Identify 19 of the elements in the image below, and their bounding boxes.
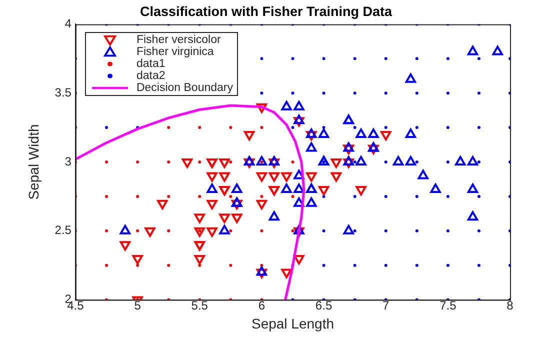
x-tick-label: 8 bbox=[506, 298, 514, 312]
chart-title: Classification with Fisher Training Data bbox=[140, 4, 393, 19]
legend-label: Decision Boundary bbox=[136, 82, 233, 94]
x-tick-label: 7.5 bbox=[440, 298, 457, 312]
y-axis-title: Sepal Width bbox=[25, 124, 42, 200]
x-tick-label: 5 bbox=[134, 298, 142, 312]
x-axis-title: Sepal Length bbox=[251, 315, 334, 332]
legend-label: data2 bbox=[136, 70, 166, 82]
y-tick-label: 4 bbox=[64, 16, 72, 31]
x-tick-label: 6 bbox=[258, 298, 266, 312]
y-tick-label: 3 bbox=[64, 154, 72, 168]
y-tick-label: 3.5 bbox=[54, 85, 72, 100]
x-tick-label: 5.5 bbox=[191, 298, 208, 312]
legend-label: data1 bbox=[136, 58, 166, 70]
legend-label: Fisher virginica bbox=[136, 46, 214, 58]
y-tick-label: 2.5 bbox=[54, 223, 72, 238]
x-tick-label: 7 bbox=[382, 298, 390, 312]
x-tick-label: 6.5 bbox=[315, 298, 332, 312]
legend-label: Fisher versicolor bbox=[136, 34, 221, 46]
